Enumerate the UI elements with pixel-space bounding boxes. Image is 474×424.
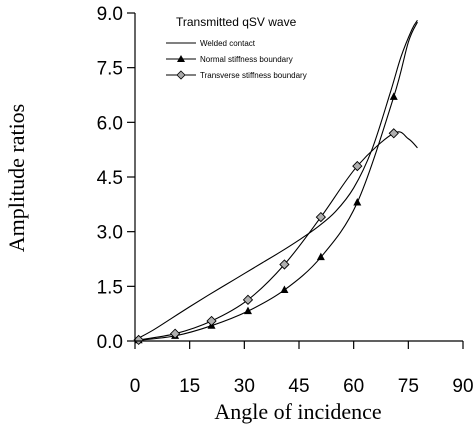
y-tick-label: 9.0 xyxy=(97,4,123,25)
series-markers xyxy=(133,92,399,346)
triangle-marker xyxy=(389,92,398,100)
triangle-marker xyxy=(243,306,252,315)
triangle-marker xyxy=(316,252,325,261)
x-tick-label: 0 xyxy=(130,376,141,397)
triangle-marker xyxy=(353,198,362,206)
y-tick-label: 3.0 xyxy=(97,223,123,244)
series-line-2 xyxy=(138,131,418,341)
diamond-marker xyxy=(352,160,363,172)
series-line-1 xyxy=(138,21,418,341)
tick-labels: 0 15 30 45 60 75 90 0.0 1.5 3.0 4.5 6.0 7.5 9.0 xyxy=(97,4,474,397)
series-curves xyxy=(138,19,418,341)
diamond-marker xyxy=(242,294,254,305)
triangle-marker xyxy=(280,285,289,293)
x-axis-title: Angle of incidence xyxy=(214,399,381,424)
diamond-marker xyxy=(133,334,144,346)
chart-title: Transmitted qSV wave xyxy=(176,15,297,29)
y-tick-label: 7.5 xyxy=(97,59,123,80)
series-line-0 xyxy=(138,19,418,339)
legend-diamond-marker xyxy=(176,70,186,80)
y-axis-title: Amplitude ratios xyxy=(4,104,29,252)
y-tick-label: 0.0 xyxy=(97,332,123,353)
y-tick-label: 6.0 xyxy=(97,113,123,134)
legend-label-normal: Normal stiffness boundary xyxy=(200,55,293,64)
y-tick-label: 1.5 xyxy=(97,277,123,298)
diamond-marker xyxy=(388,128,399,139)
diamond-marker xyxy=(206,315,217,327)
y-tick-label: 4.5 xyxy=(97,168,123,189)
diamond-marker xyxy=(169,328,181,339)
diamond-marker xyxy=(279,259,290,270)
diamond-marker xyxy=(315,211,327,223)
legend-triangle-marker xyxy=(177,55,185,62)
x-tick-label: 45 xyxy=(288,376,309,397)
x-tick-label: 75 xyxy=(398,376,419,397)
x-tick-label: 60 xyxy=(343,376,364,397)
legend-label-transverse: Transverse stiffness boundary xyxy=(200,71,307,80)
axes xyxy=(127,12,464,349)
legend: Welded contact Normal stiffness boundary… xyxy=(166,39,307,80)
x-tick-label: 90 xyxy=(452,376,473,397)
legend-label-welded: Welded contact xyxy=(200,39,256,48)
x-tick-label: 30 xyxy=(234,376,255,397)
x-tick-label: 15 xyxy=(179,376,200,397)
